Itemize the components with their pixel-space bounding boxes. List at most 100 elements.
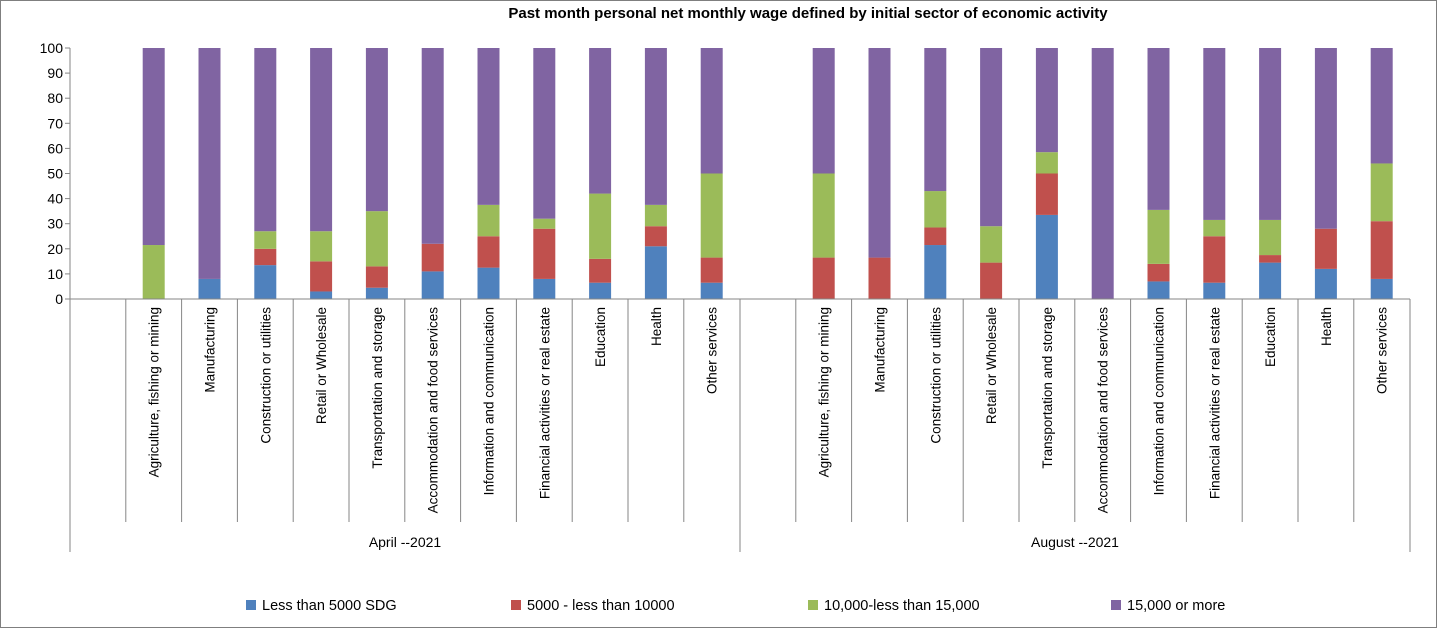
bar-april-2021-construction-or-utilities-less-than-5000-sdg [254, 265, 277, 299]
bar-august-2021-manufacturing-5000-less-than-10000 [868, 257, 891, 299]
bar-april-2021-accommodation-and-food-services-15-000-or-more [421, 48, 444, 244]
bar-august-2021-other-services-5000-less-than-10000 [1370, 221, 1393, 279]
bar-august-2021-agriculture-fishing-or-mining-10-000-less-than-15-000 [812, 173, 835, 258]
bar-august-2021-retail-or-wholesale-15-000-or-more [980, 48, 1003, 227]
bar-april-2021-retail-or-wholesale-15-000-or-more [310, 48, 333, 232]
bar-august-2021-health-less-than-5000-sdg [1314, 268, 1337, 299]
y-tick-label: 100 [40, 40, 64, 56]
bar-april-2021-education-less-than-5000-sdg [589, 282, 612, 299]
bar-april-2021-information-and-communication-10-000-less-than-15-000 [477, 204, 500, 237]
bar-april-2021-information-and-communication-5000-less-than-10000 [477, 236, 500, 268]
y-axis: 0 10 20 30 40 50 60 70 80 90 100 [40, 40, 71, 307]
legend-swatch-less-than-5000-sdg [246, 600, 256, 610]
group-label: April --2021 [369, 534, 442, 550]
category-label-manufacturing: Manufacturing [873, 307, 888, 393]
bar-april-2021-education-15-000-or-more [589, 48, 612, 194]
category-label-accommodation-and-food-services: Accommodation and food services [426, 307, 441, 514]
category-label-retail-or-wholesale: Retail or Wholesale [314, 307, 329, 424]
bar-august-2021-information-and-communication-less-than-5000-sdg [1147, 281, 1170, 299]
category-label-manufacturing: Manufacturing [203, 307, 218, 393]
bar-april-2021-accommodation-and-food-services-less-than-5000-sdg [421, 271, 444, 299]
bar-august-2021-construction-or-utilities-15-000-or-more [924, 48, 947, 192]
bar-august-2021-manufacturing-15-000-or-more [868, 48, 891, 258]
bar-april-2021-construction-or-utilities-15-000-or-more [254, 48, 277, 232]
bar-august-2021-health-15-000-or-more [1314, 48, 1337, 229]
bar-april-2021-other-services-5000-less-than-10000 [700, 257, 723, 283]
category-label-construction-or-utilities: Construction or utilities [258, 307, 273, 444]
category-label-health: Health [649, 307, 664, 346]
y-tick-label: 70 [47, 115, 63, 131]
bar-august-2021-other-services-15-000-or-more [1370, 48, 1393, 164]
category-label-construction-or-utilities: Construction or utilities [928, 307, 943, 444]
legend-label-5000-less-than-10000: 5000 - less than 10000 [527, 598, 675, 614]
category-label-retail-or-wholesale: Retail or Wholesale [984, 307, 999, 424]
bar-april-2021-health-15-000-or-more [644, 48, 667, 205]
legend-label-less-than-5000-sdg: Less than 5000 SDG [262, 598, 397, 614]
bar-april-2021-health-5000-less-than-10000 [644, 226, 667, 247]
bar-august-2021-information-and-communication-5000-less-than-10000 [1147, 263, 1170, 282]
bar-august-2021-construction-or-utilities-5000-less-than-10000 [924, 227, 947, 246]
bar-april-2021-retail-or-wholesale-10-000-less-than-15-000 [310, 231, 333, 262]
bar-april-2021-agriculture-fishing-or-mining-15-000-or-more [142, 48, 165, 246]
bar-august-2021-education-less-than-5000-sdg [1259, 262, 1282, 299]
bar-april-2021-financial-activities-or-real-estate-10-000-less-than-15-000 [533, 218, 556, 229]
bar-august-2021-retail-or-wholesale-5000-less-than-10000 [980, 262, 1003, 299]
bar-april-2021-information-and-communication-15-000-or-more [477, 48, 500, 205]
category-label-transportation-and-storage: Transportation and storage [370, 307, 385, 469]
bar-august-2021-transportation-and-storage-5000-less-than-10000 [1035, 173, 1058, 215]
y-tick-label: 10 [47, 266, 63, 282]
bar-april-2021-financial-activities-or-real-estate-less-than-5000-sdg [533, 278, 556, 299]
y-tick-label: 40 [47, 191, 63, 207]
category-label-agriculture-fishing-or-mining: Agriculture, fishing or mining [147, 307, 162, 477]
category-label-health: Health [1319, 307, 1334, 346]
category-label-education: Education [1263, 307, 1278, 367]
bar-april-2021-transportation-and-storage-10-000-less-than-15-000 [365, 211, 388, 267]
legend-swatch-5000-less-than-10000 [511, 600, 521, 610]
y-tick-label: 20 [47, 241, 63, 257]
bar-april-2021-education-5000-less-than-10000 [589, 258, 612, 283]
category-label-other-services: Other services [1375, 307, 1390, 394]
bar-april-2021-accommodation-and-food-services-5000-less-than-10000 [421, 243, 444, 272]
bar-august-2021-accommodation-and-food-services-15-000-or-more [1091, 48, 1114, 299]
bar-april-2021-other-services-10-000-less-than-15-000 [700, 173, 723, 258]
y-tick-label: 0 [55, 291, 63, 307]
bar-april-2021-health-less-than-5000-sdg [644, 246, 667, 299]
legend-swatch-10-000-less-than-15-000 [808, 600, 818, 610]
bar-august-2021-transportation-and-storage-15-000-or-more [1035, 48, 1058, 153]
bar-august-2021-construction-or-utilities-less-than-5000-sdg [924, 245, 947, 299]
category-label-information-and-communication: Information and communication [1152, 307, 1167, 495]
bar-august-2021-other-services-less-than-5000-sdg [1370, 278, 1393, 299]
x-axis: April --2021 Agriculture, fishing or mini… [69, 298, 1411, 552]
bar-august-2021-information-and-communication-10-000-less-than-15-000 [1147, 209, 1170, 264]
bar-april-2021-retail-or-wholesale-5000-less-than-10000 [310, 261, 333, 292]
bar-april-2021-information-and-communication-less-than-5000-sdg [477, 267, 500, 299]
bar-august-2021-transportation-and-storage-10-000-less-than-15-000 [1035, 152, 1058, 174]
bar-august-2021-health-5000-less-than-10000 [1314, 228, 1337, 269]
bar-august-2021-education-5000-less-than-10000 [1259, 255, 1282, 263]
chart-title: Past month personal net monthly wage def… [508, 5, 1108, 22]
bar-august-2021-construction-or-utilities-10-000-less-than-15-000 [924, 191, 947, 228]
category-label-agriculture-fishing-or-mining: Agriculture, fishing or mining [817, 307, 832, 477]
legend: Less than 5000 SDG 5000 - less than 10000… [246, 598, 1225, 614]
bar-august-2021-transportation-and-storage-less-than-5000-sdg [1035, 214, 1058, 299]
bar-april-2021-health-10-000-less-than-15-000 [644, 204, 667, 227]
legend-label-10-000-less-than-15-000: 10,000-less than 15,000 [824, 598, 980, 614]
y-tick-label: 90 [47, 65, 63, 81]
bar-august-2021-financial-activities-or-real-estate-15-000-or-more [1203, 48, 1226, 220]
bar-april-2021-other-services-less-than-5000-sdg [700, 282, 723, 299]
legend-label-15-000-or-more: 15,000 or more [1127, 598, 1225, 614]
legend-swatch-15-000-or-more [1111, 600, 1121, 610]
bar-april-2021-retail-or-wholesale-less-than-5000-sdg [310, 291, 333, 299]
group-label: August --2021 [1031, 534, 1119, 550]
y-tick-label: 60 [47, 140, 63, 156]
category-label-financial-activities-or-real-estate: Financial activities or real estate [537, 307, 552, 499]
category-label-education: Education [593, 307, 608, 367]
bar-april-2021-construction-or-utilities-5000-less-than-10000 [254, 248, 277, 266]
bar-april-2021-financial-activities-or-real-estate-15-000-or-more [533, 48, 556, 219]
bar-august-2021-financial-activities-or-real-estate-less-than-5000-sdg [1203, 282, 1226, 299]
bar-april-2021-transportation-and-storage-less-than-5000-sdg [365, 287, 388, 299]
bar-april-2021-education-10-000-less-than-15-000 [589, 193, 612, 259]
bar-april-2021-financial-activities-or-real-estate-5000-less-than-10000 [533, 228, 556, 279]
bar-april-2021-transportation-and-storage-15-000-or-more [365, 48, 388, 212]
